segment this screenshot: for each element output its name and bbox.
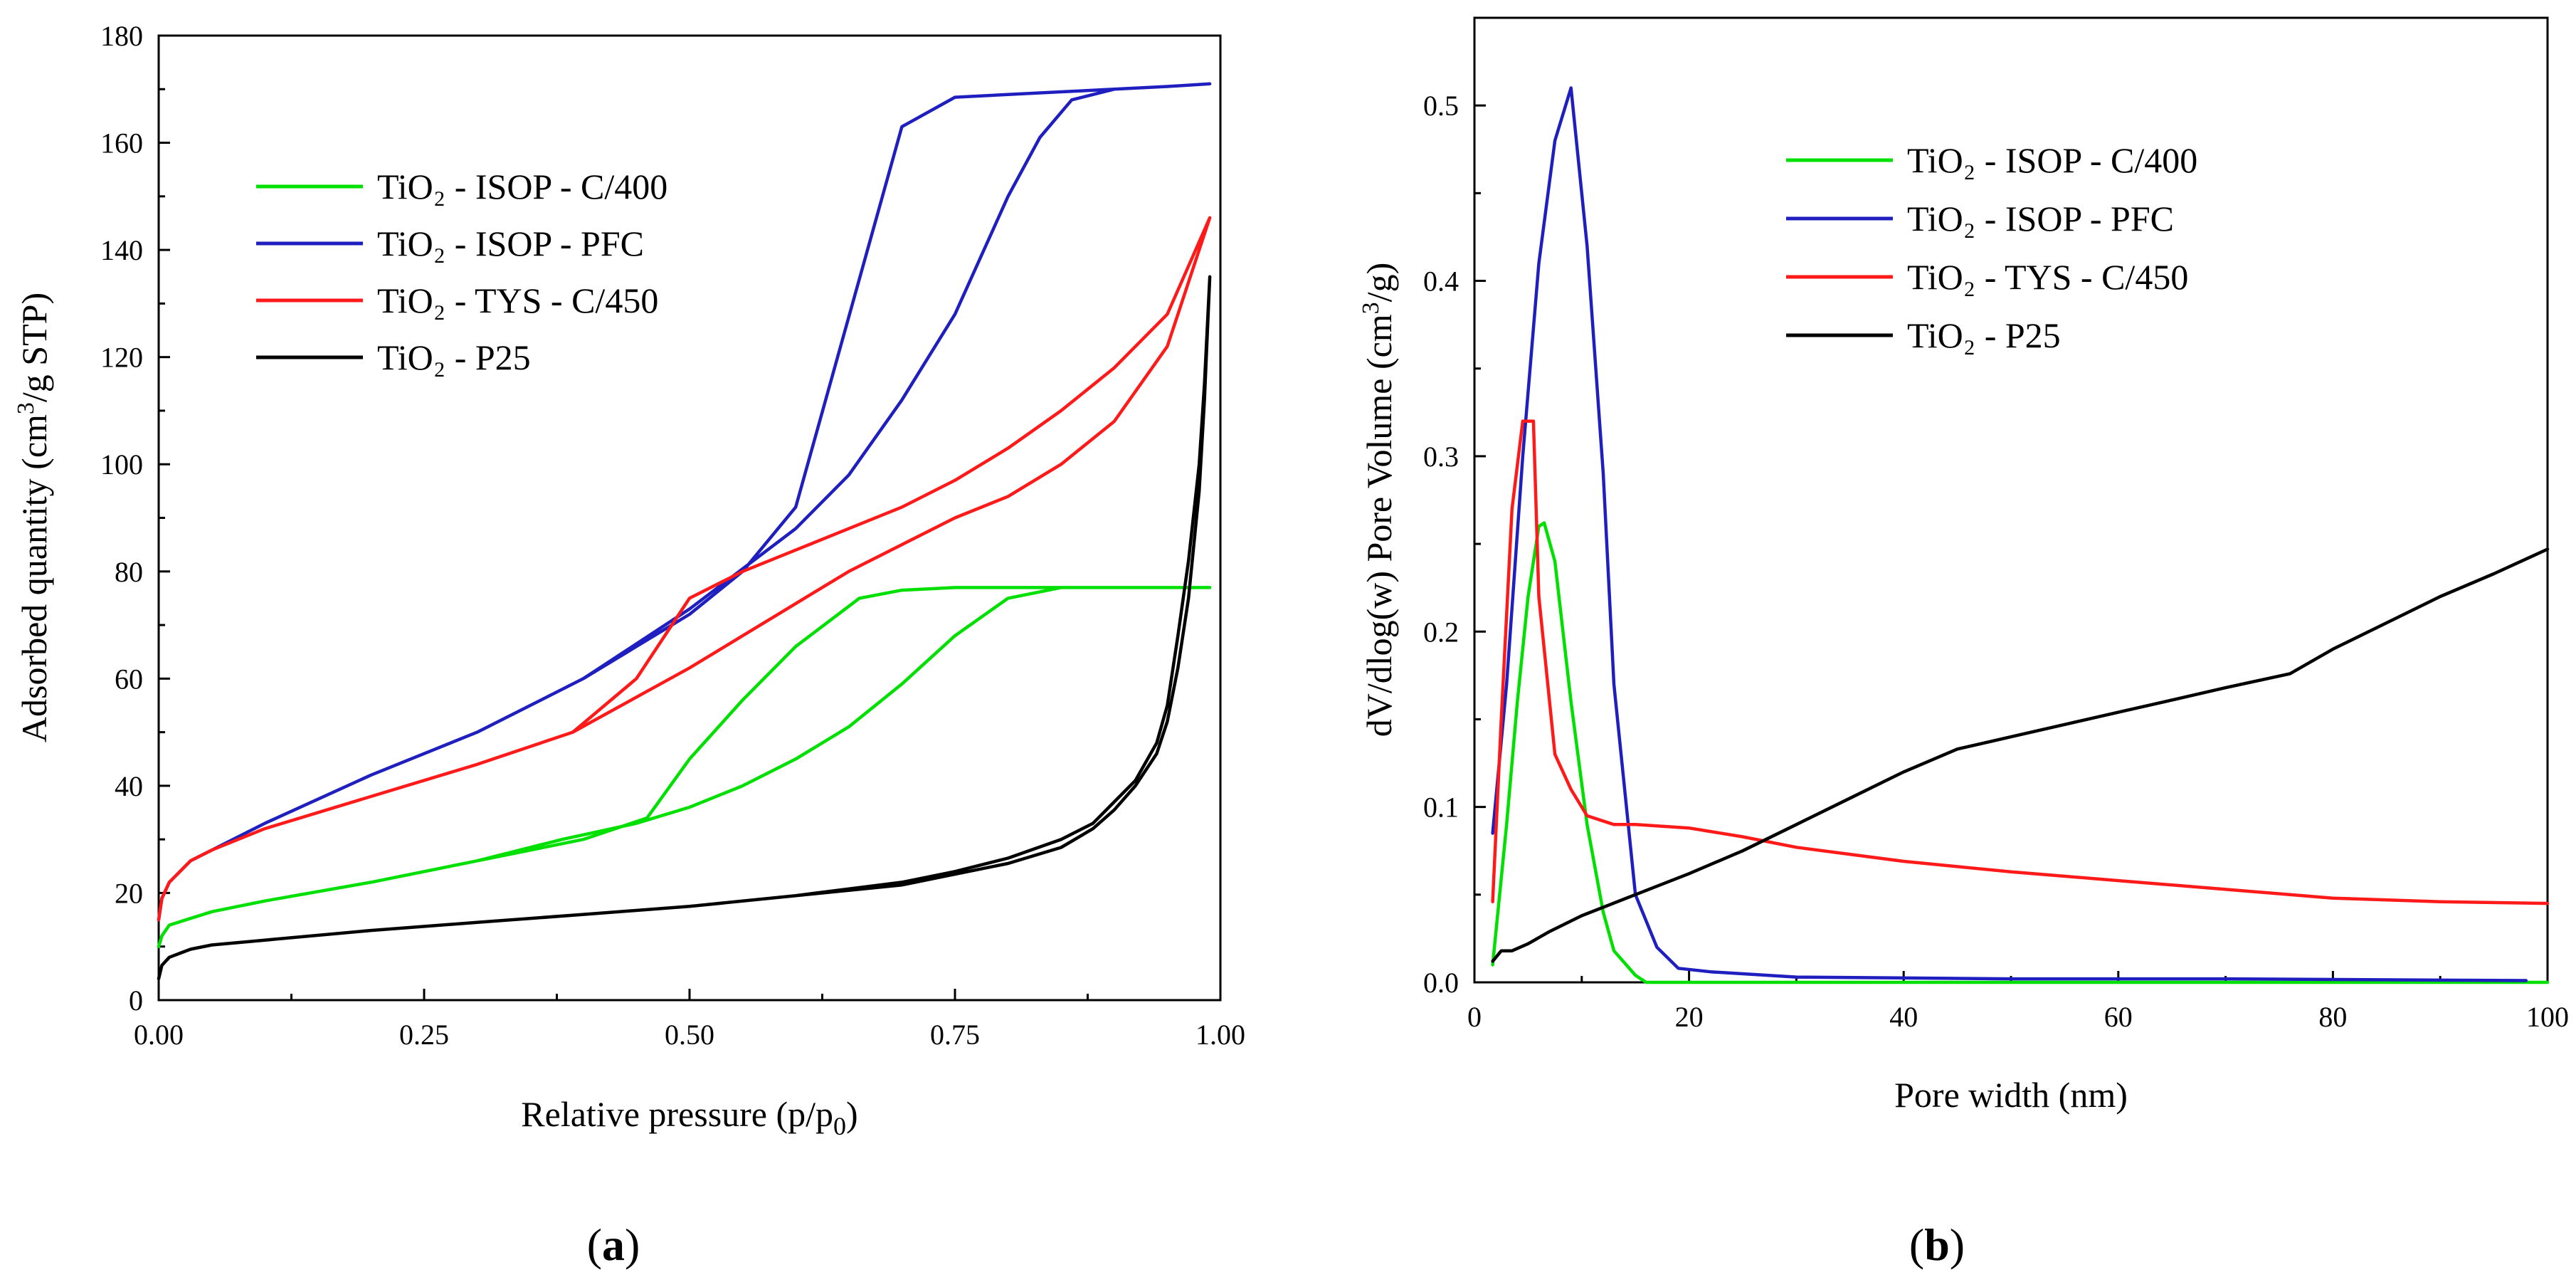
chart-a-ytick-label: 160	[100, 127, 143, 159]
chart-b-ytick-label: 0.3	[1423, 441, 1459, 473]
chart-a-series-tio-p25	[157, 275, 1212, 981]
chart-a-isotherms: 0.00 0.25 0.50 0.75 1.00 0 20 40 60 80 100 120 140 16…	[13, 20, 1245, 1270]
chart-b-series-tio-isop-c-400	[1491, 521, 2550, 984]
chart-b-xtick-label: 60	[2104, 1001, 2133, 1033]
chart-a-ytick-label: 20	[115, 877, 143, 909]
chart-a-ytick-label: 100	[100, 448, 143, 480]
chart-a-series-tio-isop-c-400	[157, 586, 1212, 948]
chart-a-xtick-label: 1.00	[1195, 1019, 1245, 1051]
chart-b-series-tio-isop-pfc	[1491, 86, 2528, 982]
chart-a-series-tio-tys-c-450	[157, 216, 1212, 922]
chart-b-legend-label: TiO₂ - ISOP - PFC	[1907, 199, 2174, 238]
chart-a-legend-label: TiO₂ - TYS - C/450	[377, 280, 658, 320]
chart-b-legend-label: TiO₂ - TYS - C/450	[1907, 257, 2188, 297]
chart-a-legend-label: TiO₂ - P25	[377, 337, 531, 377]
chart-b-xtick-label: 20	[1675, 1001, 1704, 1033]
chart-b-ytick-label: 0.0	[1423, 967, 1459, 999]
chart-b-xtick-label: 100	[2526, 1001, 2569, 1033]
chart-a-legend-label: TiO₂ - ISOP - PFC	[377, 224, 644, 263]
chart-a-ytick-label: 80	[115, 556, 143, 588]
chart-b-legend-label: TiO₂ - P25	[1907, 315, 2061, 355]
chart-a-ytick-label: 180	[100, 20, 143, 52]
chart-a-legend: TiO₂ - ISOP - C/400 TiO₂ - ISOP - PFC TiO₂…	[256, 167, 667, 377]
chart-b-ticks: 0 20 40 60 80 100 0.0 0.1 0.2 0.3 0.4 0.5	[1423, 90, 2569, 1033]
chart-a-xtick-label: 0.75	[930, 1019, 980, 1051]
chart-a-xlabel: Relative pressure (p/p0)	[521, 1094, 857, 1140]
chart-b-pore-distribution: 0 20 40 60 80 100 0.0 0.1 0.2 0.3 0.4 0.5 TiO₂ - IS…	[1358, 16, 2569, 1270]
chart-a-xtick-label: 0.00	[134, 1019, 184, 1051]
chart-a-ytick-label: 60	[115, 663, 143, 695]
chart-b-xtick-label: 80	[2318, 1001, 2347, 1033]
chart-a-xtick-label: 0.50	[665, 1019, 714, 1051]
chart-b-series	[1491, 86, 2550, 984]
chart-b-ylabel: dV/dlog(w) Pore Volume (cm3/g)	[1358, 263, 1399, 737]
chart-b-series-tio-tys-c-450	[1491, 419, 2550, 905]
chart-b-series-tio-p25	[1491, 547, 2550, 963]
chart-a-ylabel: Adsorbed quantity (cm3/g STP)	[13, 293, 54, 742]
chart-a-legend-label: TiO₂ - ISOP - C/400	[377, 167, 667, 206]
chart-a-series	[157, 82, 1212, 981]
chart-b-xtick-label: 0	[1467, 1001, 1482, 1033]
chart-a-ytick-label: 140	[100, 234, 143, 266]
chart-b-ytick-label: 0.2	[1423, 616, 1459, 648]
chart-b-legend-label: TiO₂ - ISOP - C/400	[1907, 140, 2197, 180]
chart-a-ytick-label: 0	[129, 984, 143, 1017]
panel-label-b: (b)	[1909, 1219, 1965, 1270]
chart-a-ticks: 0.00 0.25 0.50 0.75 1.00 0 20 40 60 80 100 120 140 16…	[100, 20, 1245, 1051]
chart-a-ytick-label: 120	[100, 342, 143, 374]
chart-b-ytick-label: 0.5	[1423, 90, 1459, 122]
chart-a-series-tio-isop-pfc	[157, 82, 1212, 922]
chart-a-xtick-label: 0.25	[399, 1019, 449, 1051]
chart-b-xtick-label: 40	[1889, 1001, 1918, 1033]
panel-label-a: (a)	[587, 1219, 640, 1270]
chart-b-ytick-label: 0.4	[1423, 266, 1459, 298]
chart-b-ytick-label: 0.1	[1423, 792, 1459, 824]
chart-b-xlabel: Pore width (nm)	[1894, 1075, 2128, 1115]
chart-b-legend: TiO₂ - ISOP - C/400 TiO₂ - ISOP - PFC TiO₂…	[1786, 140, 2197, 355]
chart-a-ytick-label: 40	[115, 770, 143, 802]
chart-a-frame	[157, 34, 1222, 1002]
